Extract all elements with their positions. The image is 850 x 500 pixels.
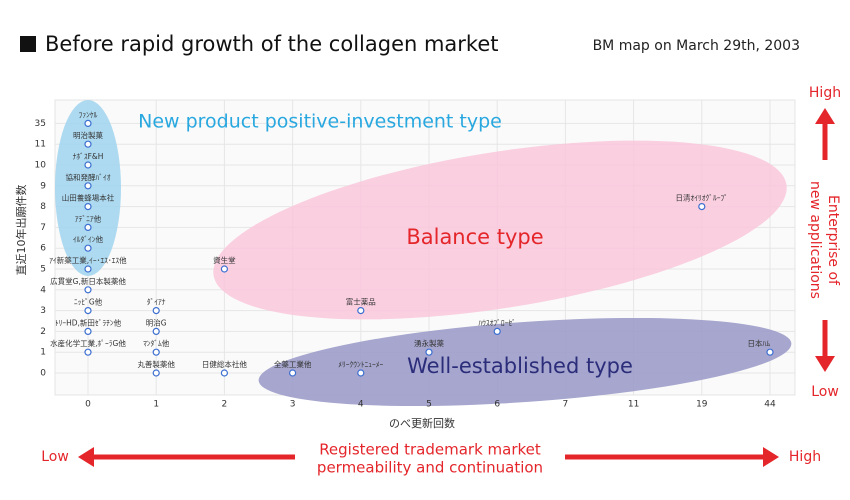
point-label: ﾏﾝﾀﾞﾑ他 <box>143 338 170 348</box>
point <box>220 369 228 377</box>
point-label: 広貫堂G,新日本製薬他 <box>50 276 126 286</box>
direction-label: permeability and continuation <box>317 459 543 477</box>
point-label: 明治製菓 <box>73 130 103 140</box>
point <box>425 348 433 356</box>
y-tick-label: 4 <box>40 285 46 295</box>
y-tick-label: 5 <box>40 265 46 275</box>
x-tick-label: 3 <box>290 400 296 410</box>
point <box>84 161 92 169</box>
point-label: ﾌｧﾝｹﾙ <box>79 110 98 119</box>
y-tick-label: 0 <box>40 369 46 379</box>
point-label: 明治G <box>146 317 167 327</box>
y-tick-label: 2 <box>40 327 46 337</box>
point-label: 日清ｵｲﾘｵｸﾞﾙｰﾌﾟ <box>676 193 729 203</box>
y-tick-label: 11 <box>35 140 46 150</box>
point <box>84 140 92 148</box>
x-tick-label: 19 <box>696 400 708 410</box>
point <box>84 203 92 211</box>
point-label: 全薬工業他 <box>274 359 312 369</box>
zone-balance <box>213 140 787 320</box>
x-tick-label: 1 <box>153 400 159 410</box>
x-tick-label: 0 <box>85 400 91 410</box>
point <box>289 369 297 377</box>
arrow-head <box>763 447 779 467</box>
zone-established <box>258 317 792 407</box>
point <box>152 327 160 335</box>
x-tick-label: 5 <box>426 400 432 410</box>
point <box>698 203 706 211</box>
point-label: ｲﾙﾀﾞｲﾝ他 <box>73 234 103 244</box>
arrow-head <box>815 356 835 372</box>
point <box>84 244 92 252</box>
y-tick-label: 8 <box>40 202 46 212</box>
point <box>493 327 501 335</box>
y-tick-label: 10 <box>35 161 47 171</box>
point <box>357 369 365 377</box>
y-tick-label: 3 <box>40 306 46 316</box>
zone-label: Balance type <box>406 225 543 249</box>
point <box>152 348 160 356</box>
point-label: 水産化学工業,ﾎﾟｰﾗG他 <box>50 338 126 348</box>
y-tick-label: 35 <box>35 119 46 129</box>
direction-high: High <box>809 85 841 101</box>
x-tick-label: 4 <box>358 400 364 410</box>
point-label: ﾀﾞｲｱﾅ <box>147 298 166 307</box>
title-square <box>20 36 36 52</box>
point-label: 湧永製薬 <box>414 338 444 348</box>
point-label: 山田養蜂場本社 <box>62 193 115 203</box>
point-label: 資生堂 <box>213 255 236 265</box>
point-label: ﾅﾎﾞｽF&H <box>73 152 104 161</box>
y-tick-label: 6 <box>40 244 46 254</box>
point-label: ﾊｳｽｵﾌﾞﾛｰｾﾞ <box>478 318 516 327</box>
x-tick-label: 44 <box>764 400 776 410</box>
point <box>84 327 92 335</box>
y-axis-label: 直近10年出願件数 <box>14 185 28 276</box>
point-label: 丸善製薬他 <box>137 359 175 369</box>
direction-low: Low <box>811 384 839 400</box>
point <box>84 182 92 190</box>
point <box>84 307 92 315</box>
x-tick-label: 2 <box>222 400 228 410</box>
point-label: 協和発酵ﾊﾞｲｵ <box>66 172 111 182</box>
direction-label: Enterprise of <box>825 195 841 286</box>
point-label: 日本ﾊﾑ <box>748 338 771 348</box>
point <box>84 223 92 231</box>
zone-label: Well-established type <box>407 354 633 378</box>
point-label: ｱﾃﾞﾆｱ他 <box>75 213 102 223</box>
direction-low: Low <box>41 449 69 465</box>
point <box>220 265 228 273</box>
arrow-head <box>815 108 835 124</box>
point <box>152 307 160 315</box>
zone-label: New product positive-investment type <box>138 111 502 133</box>
arrow-head <box>78 447 94 467</box>
point-label: ﾄﾘｰHD,新田ｾﾞﾗﾁﾝ他 <box>55 317 122 327</box>
point-label: ｱｲ新薬工業,ｲｰ･ｴｽ･ｴｽ他 <box>49 255 127 265</box>
chart-title: Before rapid growth of the collagen mark… <box>45 32 499 56</box>
point <box>84 286 92 294</box>
point <box>84 265 92 273</box>
y-tick-label: 9 <box>40 181 46 191</box>
direction-label: new applications <box>807 181 823 299</box>
point-label: 富士薬品 <box>346 297 376 307</box>
x-tick-label: 7 <box>563 400 569 410</box>
point <box>84 119 92 128</box>
chart-subtitle: BM map on March 29th, 2003 <box>593 38 800 54</box>
x-axis-label: のべ更新回数 <box>389 416 455 430</box>
point <box>357 307 365 315</box>
point <box>84 348 92 356</box>
direction-label: Registered trademark market <box>319 441 541 459</box>
x-tick-label: 6 <box>494 400 500 410</box>
x-tick-label: 11 <box>628 400 639 410</box>
point <box>152 369 160 377</box>
y-tick-label: 1 <box>40 348 46 358</box>
point <box>766 348 774 356</box>
point-label: ﾆｯﾋﾟG他 <box>74 297 103 307</box>
point-label: 日健総本社他 <box>202 359 247 369</box>
direction-high: High <box>789 449 821 465</box>
y-tick-label: 7 <box>40 223 46 233</box>
point-label: ﾒﾘｰｸｳﾝﾄﾆｭｰﾒｰ <box>338 360 383 369</box>
